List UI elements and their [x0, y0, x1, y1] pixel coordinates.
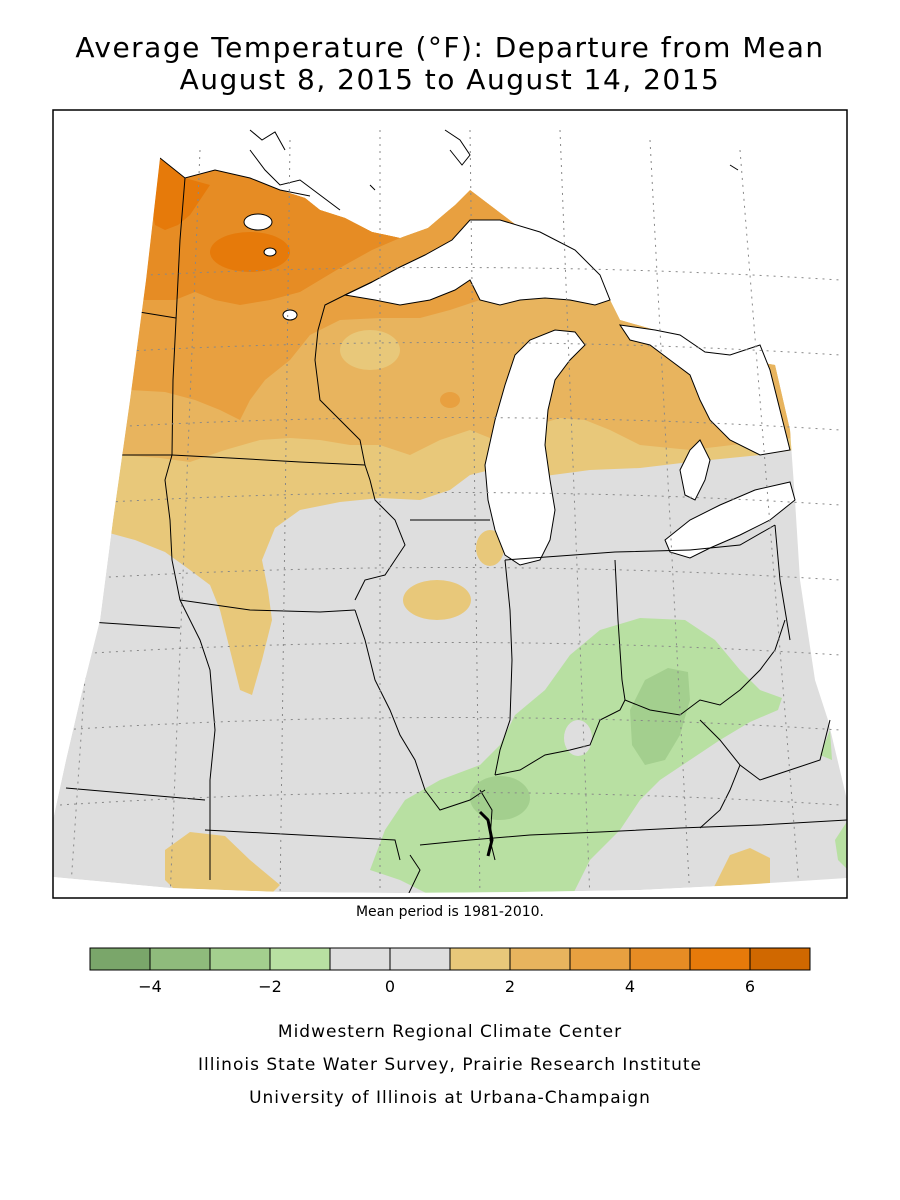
legend-bin [89, 947, 151, 971]
legend-bin [449, 947, 511, 971]
legend-bin [269, 947, 331, 971]
credit-mrcc: Midwestern Regional Climate Center [277, 1022, 623, 1042]
map-date-range: August 8, 2015 to August 14, 2015 [179, 63, 721, 96]
legend-tick-label: 4 [625, 977, 635, 996]
legend-bin [509, 947, 571, 971]
legend-bin [149, 947, 211, 971]
legend-bin [629, 947, 691, 971]
mean-period-note: Mean period is 1981-2010. [355, 904, 545, 920]
legend-tick-label: 0 [385, 977, 395, 996]
color-legend: −4 −2 0 2 4 6 [89, 947, 811, 996]
legend-bin [329, 947, 391, 971]
map-frame [52, 109, 848, 899]
legend-tick-label: −4 [138, 977, 162, 996]
credit-isws: Illinois State Water Survey, Prairie Res… [198, 1055, 702, 1075]
legend-bin [689, 947, 751, 971]
credit-uiuc: University of Illinois at Urbana-Champai… [249, 1088, 651, 1108]
legend-bin [389, 947, 451, 971]
legend-tick-label: 6 [745, 977, 755, 996]
legend-bin [569, 947, 631, 971]
legend-bin [209, 947, 271, 971]
legend-tick-label: 2 [505, 977, 515, 996]
map-title: Average Temperature (°F): Departure from… [75, 31, 825, 64]
temperature-departure-map [52, 109, 848, 899]
legend-bin [749, 947, 811, 971]
legend-tick-label: −2 [258, 977, 282, 996]
